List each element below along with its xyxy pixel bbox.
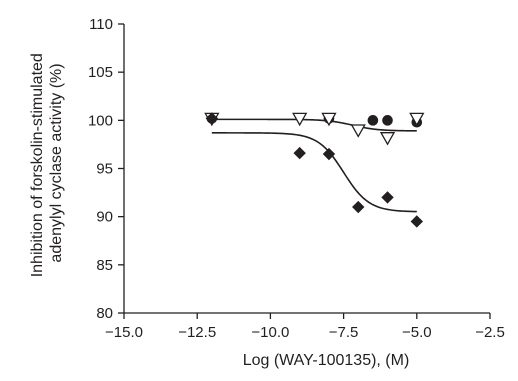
y-tick-label: 100	[88, 112, 113, 129]
triangle-marker	[379, 132, 396, 146]
triangle-marker	[321, 112, 337, 127]
y-axis-title: Inhibition of forskolin-stimulated adeny…	[29, 49, 65, 278]
diamond-marker	[205, 112, 219, 125]
x-axis-title: Log (WAY-100135), (M)	[243, 352, 410, 369]
diamond-marker	[293, 146, 306, 160]
data-markers	[204, 112, 425, 228]
y-axis-title-line-2: adenylyl cyclase activity (%)	[48, 63, 65, 262]
x-tick-label: −15.0	[105, 324, 143, 341]
diamond-marker	[322, 147, 336, 161]
y-tick-label: 85	[96, 257, 113, 274]
x-tick-label: −7.5	[329, 324, 359, 341]
diamond-marker	[381, 191, 394, 204]
circle-marker	[367, 115, 379, 126]
fit-curve	[211, 118, 417, 132]
x-tick-label: −10.0	[251, 324, 289, 341]
fit-curves	[211, 118, 417, 213]
triangle-marker	[292, 112, 308, 127]
fit-curve	[211, 132, 417, 213]
y-tick-label: 95	[96, 161, 113, 178]
triangle-marker	[350, 124, 366, 138]
axes	[123, 24, 490, 314]
y-tick-label: 105	[88, 64, 113, 81]
y-tick-label: 80	[96, 305, 113, 322]
x-tick-label: −5.0	[402, 324, 432, 341]
diamond-marker	[410, 215, 423, 228]
circle-marker	[382, 115, 393, 126]
x-axis-ticks: −15.0 −12.5 −10.0 −7.5 −5.0 −2.5	[105, 313, 505, 341]
triangle-marker	[409, 112, 425, 127]
y-tick-label: 90	[96, 209, 113, 226]
y-tick-label: 110	[89, 16, 113, 33]
diamond-marker	[352, 200, 365, 214]
x-tick-label: −2.5	[475, 324, 505, 341]
y-axis-ticks: 80 85 90 95 100 105 110	[88, 16, 124, 322]
y-axis-title-line-1: Inhibition of forskolin-stimulated	[29, 53, 46, 277]
x-tick-label: −12.5	[178, 324, 216, 341]
